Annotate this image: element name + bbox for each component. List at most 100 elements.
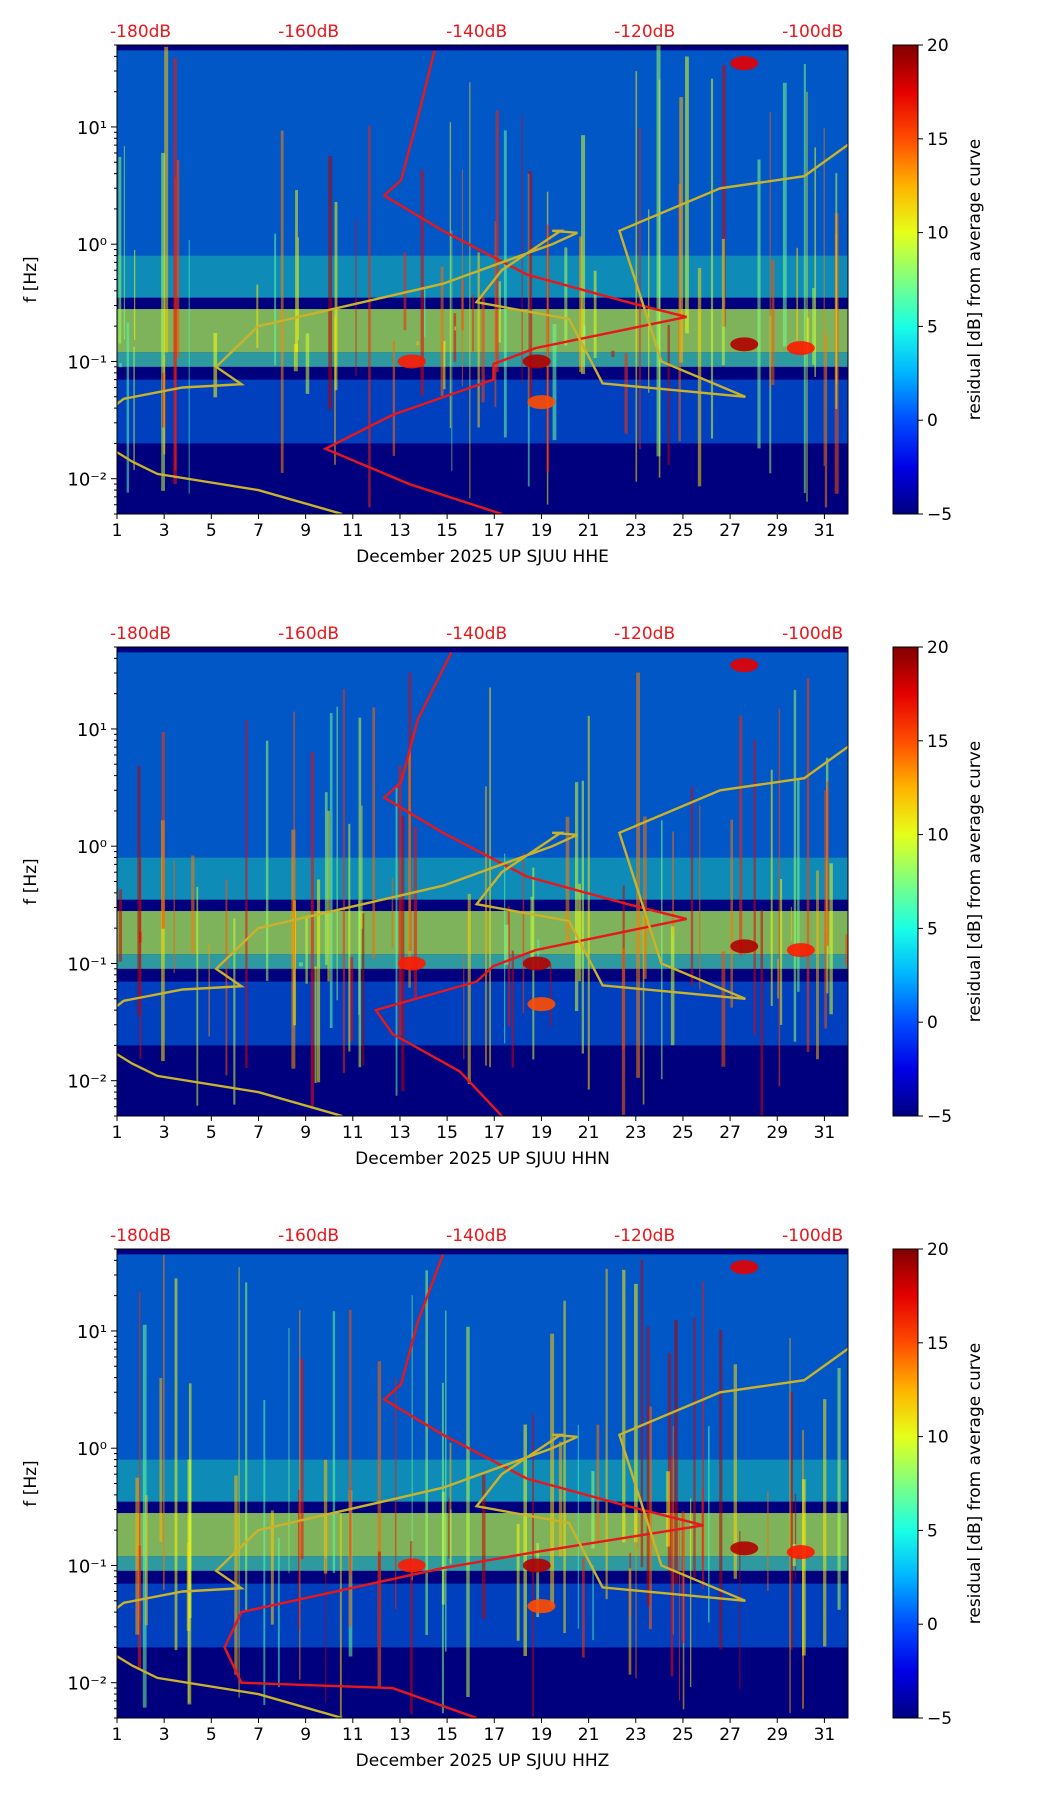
event-streak [372,707,376,959]
event-streak [142,1324,147,1708]
event-streak [814,147,817,377]
y-tick-label: 10⁰ [77,235,107,256]
colorbar-tick-label: 5 [927,919,938,939]
event-streak [824,790,827,1029]
hot-spot [786,341,815,356]
y-tick-label: 10⁻¹ [67,1556,107,1577]
event-streak [245,1282,248,1611]
event-streak [707,1426,710,1623]
event-streak [739,1531,741,1690]
x-tick-label: 17 [483,1725,505,1745]
event-streak [796,247,799,341]
x-tick-label: 11 [342,521,364,541]
x-tick-label: 25 [672,1725,694,1745]
event-streak [161,732,165,929]
event-streak [213,332,218,398]
top-db-label: -140dB [446,1226,507,1246]
spectrogram-panel-hhz: 1 3 5 7 9 11 13 15 17 19 21 23 25 27 29 31 December 2025… [0,1204,1052,1806]
event-streak [449,122,452,429]
colorbar-tick-label: 5 [927,317,938,337]
x-tick-label: 27 [719,521,741,541]
event-streak [135,1477,140,1635]
event-streak [469,82,471,499]
event-streak [581,135,586,375]
y-tick-label: 10⁰ [77,837,107,858]
event-streak [635,1534,637,1679]
event-streak [537,939,540,969]
colorbar [892,646,919,1117]
x-tick-label: 3 [159,521,170,541]
event-streak [823,128,825,467]
event-streak [411,1295,413,1581]
event-streak [511,950,514,1068]
event-streak [163,355,166,455]
event-streak [702,1281,705,1589]
event-streak [327,810,330,982]
event-streak [793,689,797,1042]
colorbar-tick-label: 10 [927,826,949,846]
event-streak [581,1557,585,1658]
event-streak [647,209,650,393]
y-tick-label: 10⁰ [77,1439,107,1460]
x-tick-label: 23 [625,1725,647,1745]
event-streak [565,816,570,942]
event-streak [564,247,568,346]
event-streak [489,687,492,1068]
x-tick-label: 21 [578,521,600,541]
colorbar [892,1248,919,1719]
event-streak [440,266,444,396]
top-db-label: -180dB [110,1226,171,1246]
top-db-label: -160dB [278,624,339,644]
top-db-label: -180dB [110,22,171,42]
event-streak [797,778,800,992]
colorbar-label: residual [dB] from average curve [965,741,985,1022]
event-streak [118,889,123,962]
event-streak [274,233,277,366]
event-streak [790,906,792,942]
event-streak [398,765,402,1036]
event-streak [549,964,552,1027]
x-tick-label: 21 [578,1123,600,1143]
event-streak [325,1558,327,1703]
event-streak [342,688,345,1073]
colorbar-tick-label: 15 [927,130,949,150]
event-streak [234,1475,238,1675]
event-streak [812,288,815,365]
colorbar [892,44,919,515]
event-streak [453,313,457,362]
event-streak [835,173,838,409]
event-streak [133,249,136,340]
spectrogram-hhe [117,45,848,514]
event-streak [823,1399,827,1647]
x-tick-label: 19 [531,1725,553,1745]
event-streak [829,863,833,1015]
event-streak [721,951,726,1067]
event-streak [348,823,351,1052]
event-streak [484,786,487,1066]
x-tick-label: 11 [342,1123,364,1143]
colorbar-tick-label: 20 [927,36,949,56]
x-tick-label: 27 [719,1725,741,1745]
event-streak [789,1392,793,1650]
colorbar-tick-label: −5 [927,1107,952,1127]
event-streak [579,236,583,373]
y-tick-label: 10⁻² [67,470,107,491]
event-streak [733,1364,738,1579]
event-streak [636,672,640,1078]
x-tick-label: 5 [206,1123,217,1143]
x-tick-label: 31 [814,1123,836,1143]
x-tick-label: 15 [436,1725,458,1745]
event-streak [757,159,761,449]
event-streak [410,1541,413,1715]
x-tick-label: 13 [389,521,411,541]
event-streak [710,78,714,439]
x-tick-label: 25 [672,521,694,541]
event-streak [528,171,533,403]
event-streak [552,324,557,441]
event-streak [208,943,210,1037]
event-streak [324,792,328,965]
event-streak [481,296,485,403]
event-streak [162,1255,165,1590]
